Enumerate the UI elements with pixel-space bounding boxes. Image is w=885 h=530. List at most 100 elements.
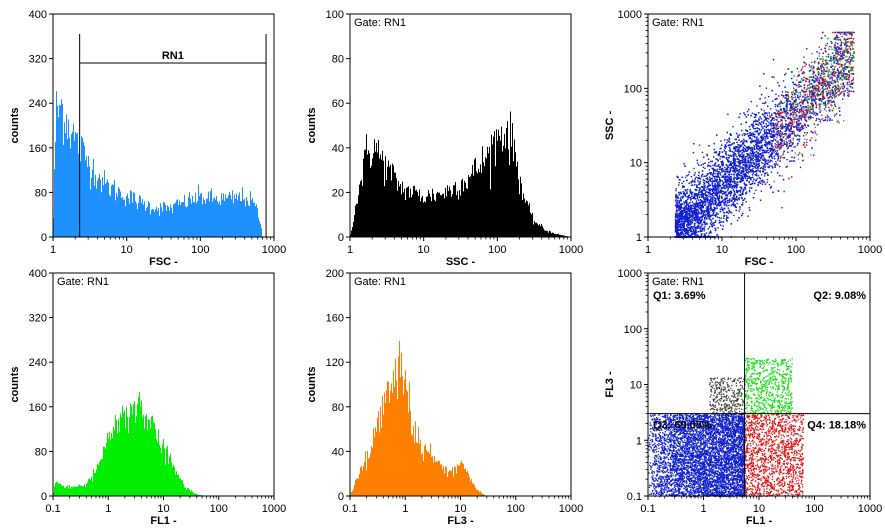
- scatter-point: [698, 193, 700, 196]
- scatter-point: [818, 86, 820, 88]
- scatter-point: [781, 133, 783, 135]
- scatter-point: [744, 186, 746, 189]
- scatter-point: [836, 55, 838, 58]
- scatter-point: [754, 182, 756, 185]
- scatter-point: [774, 133, 776, 135]
- scatter-point: [711, 188, 714, 191]
- scatter-point: [810, 90, 813, 92]
- scatter-point: [817, 124, 819, 126]
- scatter-point: [741, 129, 743, 132]
- scatter-point: [829, 90, 832, 92]
- scatter-point: [751, 147, 753, 149]
- scatter-point: [706, 173, 709, 175]
- scatter-point: [758, 119, 760, 121]
- scatter-point: [793, 132, 795, 134]
- scatter-point: [837, 90, 839, 93]
- scatter-point: [683, 222, 685, 224]
- scatter-point: [805, 120, 808, 122]
- scatter-point: [795, 114, 797, 116]
- scatter-point: [787, 126, 789, 128]
- scatter-point: [704, 223, 707, 226]
- scatter-point: [735, 189, 738, 191]
- scatter-point: [758, 156, 760, 158]
- scatter-point: [746, 141, 748, 143]
- scatter-point: [692, 231, 694, 233]
- scatter-point: [712, 195, 715, 197]
- scatter-point: [779, 130, 781, 132]
- scatter-point: [751, 152, 753, 155]
- scatter-point: [831, 74, 833, 76]
- scatter-point: [852, 54, 854, 57]
- scatter-point: [682, 196, 684, 198]
- scatter-point: [778, 102, 781, 104]
- scatter-point: [704, 167, 706, 170]
- scatter-point: [756, 178, 758, 180]
- scatter-point: [780, 103, 782, 105]
- scatter-point: [732, 201, 735, 203]
- y-tick-label: 240: [29, 98, 47, 110]
- scatter-point: [796, 127, 798, 129]
- scatter-point: [774, 158, 776, 160]
- scatter-point: [674, 212, 677, 215]
- scatter-point: [736, 184, 738, 186]
- scatter-point: [786, 158, 788, 161]
- scatter-point: [807, 104, 809, 107]
- scatter-point: [728, 171, 731, 174]
- scatter-point: [776, 133, 778, 135]
- scatter-point: [732, 158, 735, 160]
- scatter-point: [767, 159, 769, 161]
- scatter-point: [758, 180, 761, 183]
- scatter-point: [717, 203, 719, 206]
- scatter-point: [722, 167, 724, 170]
- scatter-point: [775, 153, 778, 155]
- scatter-point: [736, 202, 738, 205]
- scatter-point: [691, 227, 693, 230]
- scatter-point: [769, 141, 771, 144]
- scatter-point: [704, 214, 706, 216]
- scatter-point: [824, 35, 826, 37]
- scatter-point: [714, 179, 716, 182]
- scatter-point: [759, 147, 762, 150]
- scatter-point: [729, 181, 732, 184]
- scatter-point: [818, 52, 821, 55]
- scatter-point: [810, 137, 813, 139]
- scatter-point: [784, 125, 787, 128]
- scatter-point: [798, 139, 800, 142]
- scatter-point: [808, 64, 810, 66]
- scatter-point: [773, 119, 775, 121]
- scatter-point: [785, 138, 787, 140]
- scatter-point: [808, 116, 811, 118]
- scatter-point: [685, 212, 687, 214]
- scatter-point: [841, 31, 843, 34]
- scatter-point: [683, 180, 685, 182]
- scatter-point: [799, 135, 801, 137]
- scatter-point: [678, 182, 680, 184]
- scatter-point: [710, 160, 712, 163]
- scatter-point: [816, 90, 818, 92]
- scatter-point: [714, 164, 716, 166]
- scatter-point: [694, 213, 696, 215]
- scatter-point: [754, 121, 757, 123]
- scatter-point: [677, 206, 679, 209]
- scatter-point: [688, 217, 691, 219]
- scatter-point: [721, 165, 723, 167]
- scatter-point: [702, 166, 705, 169]
- scatter-point: [808, 81, 811, 84]
- scatter-point: [745, 150, 747, 152]
- scatter-point: [696, 177, 699, 179]
- scatter-point: [839, 50, 842, 53]
- scatter-point: [775, 93, 777, 95]
- scatter-point: [683, 193, 685, 196]
- scatter-point: [738, 116, 740, 119]
- scatter-point: [803, 127, 805, 129]
- scatter-point: [721, 190, 723, 193]
- scatter-point: [718, 177, 721, 179]
- scatter-point: [776, 113, 778, 115]
- scatter-point: [846, 44, 848, 47]
- scatter-point: [762, 134, 764, 136]
- scatter-point: [728, 147, 731, 149]
- scatter-point: [841, 91, 843, 93]
- scatter-point: [698, 222, 700, 224]
- scatter-point: [834, 41, 837, 44]
- scatter-point: [792, 111, 794, 113]
